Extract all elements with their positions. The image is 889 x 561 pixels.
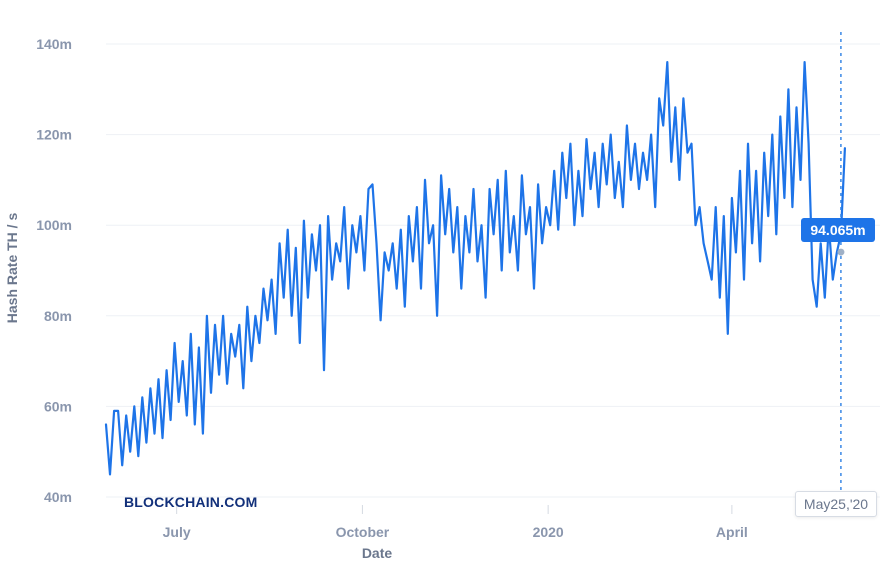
blockchain-logo: BLOCKCHAIN.COM <box>124 494 258 510</box>
y-tick-label: 140m <box>36 36 72 52</box>
y-axis-ticks: 40m 60m 80m 100m 120m 140m <box>36 36 72 505</box>
date-tooltip: May25,'20 <box>795 491 877 517</box>
x-axis-ticks: July October 2020 April <box>163 505 748 540</box>
y-tick-label: 80m <box>44 308 72 324</box>
y-tick-label: 60m <box>44 398 72 414</box>
gridlines <box>106 43 880 498</box>
x-axis-title: Date <box>362 545 393 561</box>
y-tick-label: 40m <box>44 489 72 505</box>
x-tick-label: 2020 <box>533 524 564 540</box>
y-tick-label: 100m <box>36 217 72 233</box>
hover-point[interactable] <box>837 248 845 256</box>
x-tick-label: April <box>716 524 748 540</box>
series-line-hash-rate[interactable] <box>104 61 846 476</box>
x-tick-label: July <box>163 524 191 540</box>
y-axis-title: Hash Rate TH / s <box>4 213 20 324</box>
y-tick-label: 120m <box>36 127 72 143</box>
x-tick-label: October <box>336 524 390 540</box>
value-tooltip: 94.065m <box>801 218 875 242</box>
